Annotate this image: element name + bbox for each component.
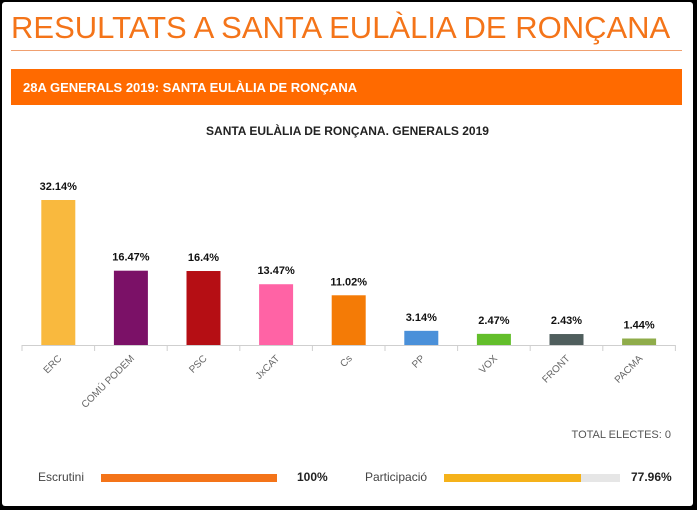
participation-value: 77.96% bbox=[631, 470, 672, 484]
scrutiny-progress-bar bbox=[101, 474, 277, 482]
participation-progress-bar bbox=[444, 474, 620, 482]
bar bbox=[259, 284, 294, 345]
category-tick-label: VOX bbox=[477, 353, 500, 376]
data-label: 16.4% bbox=[188, 252, 219, 264]
category-tick-label: FRONT bbox=[540, 353, 572, 385]
bar bbox=[41, 200, 76, 345]
total-electors: TOTAL ELECTES: 0 bbox=[571, 429, 671, 441]
bar bbox=[404, 330, 439, 345]
data-label: 1.44% bbox=[623, 320, 654, 332]
scrutiny-label: Escrutini bbox=[38, 470, 85, 484]
data-label: 3.14% bbox=[406, 312, 437, 324]
bar-chart: SANTA EULÀLIA DE RONÇANA. GENERALS 2019 … bbox=[2, 2, 693, 506]
chart-title: SANTA EULÀLIA DE RONÇANA. GENERALS 2019 bbox=[206, 124, 489, 138]
data-label: 11.02% bbox=[330, 276, 367, 288]
data-label: 16.47% bbox=[112, 252, 150, 264]
bar bbox=[549, 334, 584, 345]
bar bbox=[186, 271, 221, 345]
bar bbox=[622, 338, 657, 345]
participation-progress-fill bbox=[444, 474, 582, 482]
results-panel: RESULTATS A SANTA EULÀLIA DE RONÇANA 28A… bbox=[2, 2, 693, 506]
data-label: 32.14% bbox=[40, 181, 78, 193]
category-tick-label: Cs bbox=[338, 353, 354, 369]
bar bbox=[476, 333, 511, 345]
category-tick-label: JxCAT bbox=[254, 353, 282, 381]
data-label: 2.47% bbox=[478, 315, 509, 327]
page-title: RESULTATS A SANTA EULÀLIA DE RONÇANA bbox=[11, 10, 671, 45]
data-label: 2.43% bbox=[551, 315, 582, 327]
title-divider bbox=[11, 50, 682, 51]
bar bbox=[331, 295, 366, 345]
chart-svg: 32.14% ERC 16.47% COMÚ PODEM 16.4% PSC 13.47% J… bbox=[21, 181, 676, 411]
category-tick-label: PACMA bbox=[613, 353, 646, 386]
scrutiny-progress-fill bbox=[101, 474, 277, 482]
category-tick-label: ERC bbox=[42, 353, 65, 376]
participation-label: Participació bbox=[365, 470, 428, 484]
bar bbox=[113, 270, 148, 345]
category-tick-label: PSC bbox=[187, 353, 209, 375]
section-header: 28A GENERALS 2019: SANTA EULÀLIA DE RONÇ… bbox=[11, 69, 682, 105]
data-label: 13.47% bbox=[257, 265, 295, 277]
category-tick-label: PP bbox=[410, 353, 427, 370]
scrutiny-value: 100% bbox=[297, 470, 328, 484]
category-tick-label: COMÚ PODEM bbox=[78, 352, 137, 411]
